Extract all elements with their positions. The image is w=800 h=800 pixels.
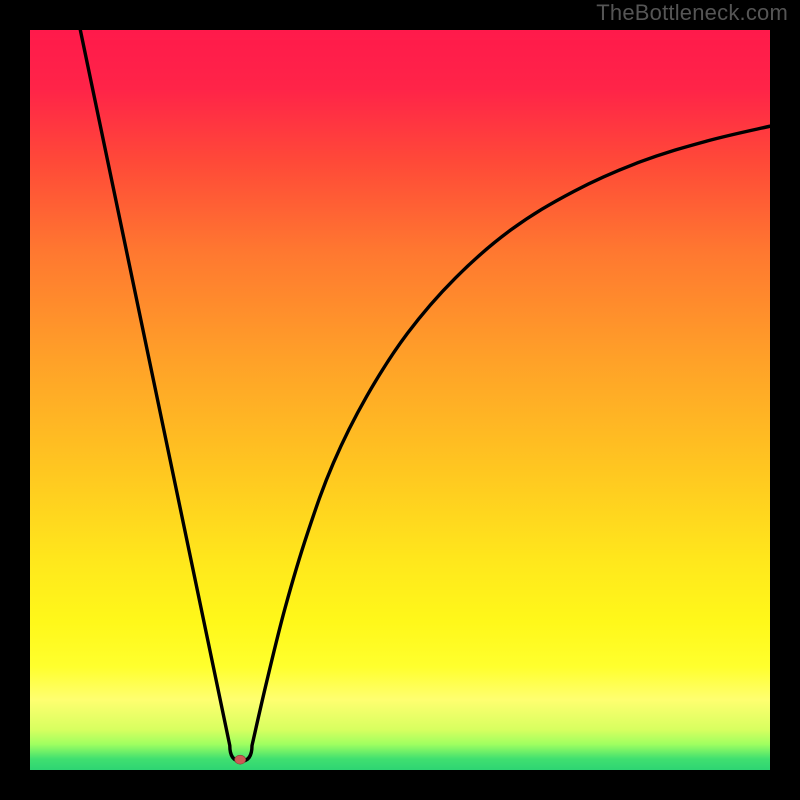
chart-container: { "watermark": { "text": "TheBottleneck.… — [0, 0, 800, 800]
plot-area — [30, 30, 770, 770]
gradient-background — [30, 30, 770, 770]
minimum-point-marker — [235, 755, 246, 764]
bottleneck-curve-chart — [30, 30, 770, 770]
watermark-text: TheBottleneck.com — [596, 0, 788, 26]
